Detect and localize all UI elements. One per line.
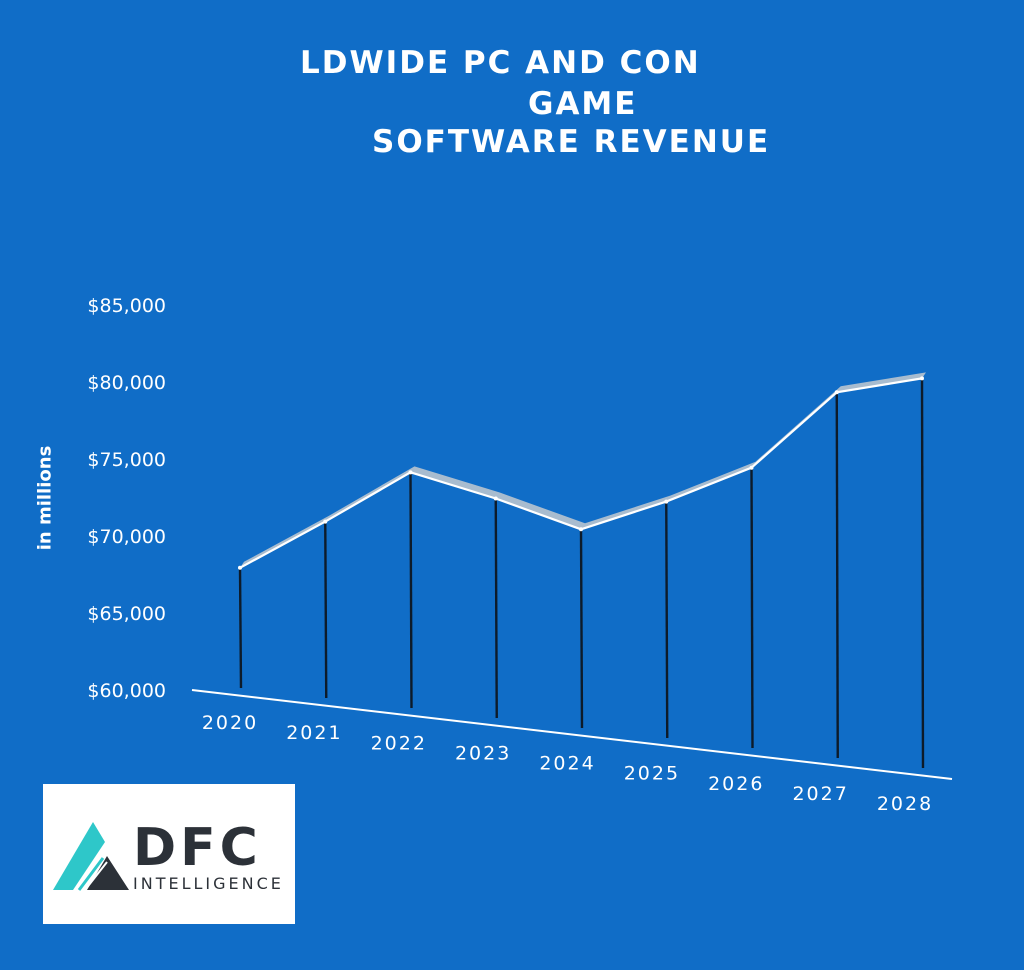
data-stem: [835, 392, 839, 759]
data-stem: [920, 378, 925, 769]
data-point: [920, 376, 924, 381]
line-ribbon: [240, 372, 926, 568]
x-tick-label: 2021: [286, 722, 342, 744]
data-stem: [238, 567, 243, 689]
chart-title-line-1: LDWIDE PC AND CON: [300, 45, 701, 81]
chart-title-line-2: GAME: [528, 86, 638, 122]
logo-subtitle-text: INTELLIGENCE: [133, 874, 284, 893]
x-tick-label: 2025: [624, 763, 680, 785]
chart-title-line-3: SOFTWARE REVENUE: [372, 124, 771, 160]
x-tick-label: 2026: [708, 773, 764, 795]
data-stem: [579, 529, 584, 729]
x-tick-label: 2020: [202, 712, 258, 734]
x-tick-label: 2024: [539, 753, 595, 775]
triangle-logo-icon: [53, 822, 129, 891]
y-tick-label: $65,000: [87, 603, 166, 625]
data-point: [664, 499, 669, 504]
data-point: [238, 565, 242, 570]
data-stem: [409, 472, 413, 709]
x-axis-line: [191, 689, 953, 780]
y-tick-label: $80,000: [87, 372, 166, 394]
data-point: [408, 470, 413, 475]
dfc-intelligence-logo: DFC INTELLIGENCE: [43, 784, 295, 924]
data-point: [579, 527, 583, 532]
x-tick-label: 2028: [877, 793, 933, 815]
y-tick-label: $75,000: [87, 449, 166, 471]
data-stem: [750, 467, 754, 749]
x-tick-label: 2023: [455, 742, 511, 764]
data-point: [834, 390, 839, 395]
x-tick-label: 2022: [371, 732, 427, 754]
y-tick-label: $60,000: [87, 680, 166, 702]
y-tick-label: $70,000: [87, 526, 166, 548]
data-stem: [494, 498, 498, 719]
logo-brand-text: DFC: [133, 818, 262, 878]
data-point: [493, 496, 498, 501]
data-point: [749, 465, 754, 470]
data-stem: [665, 501, 669, 739]
data-stem: [324, 521, 328, 699]
x-tick-label: 2027: [792, 783, 848, 805]
data-point: [323, 519, 328, 524]
y-tick-label: $85,000: [87, 295, 166, 317]
